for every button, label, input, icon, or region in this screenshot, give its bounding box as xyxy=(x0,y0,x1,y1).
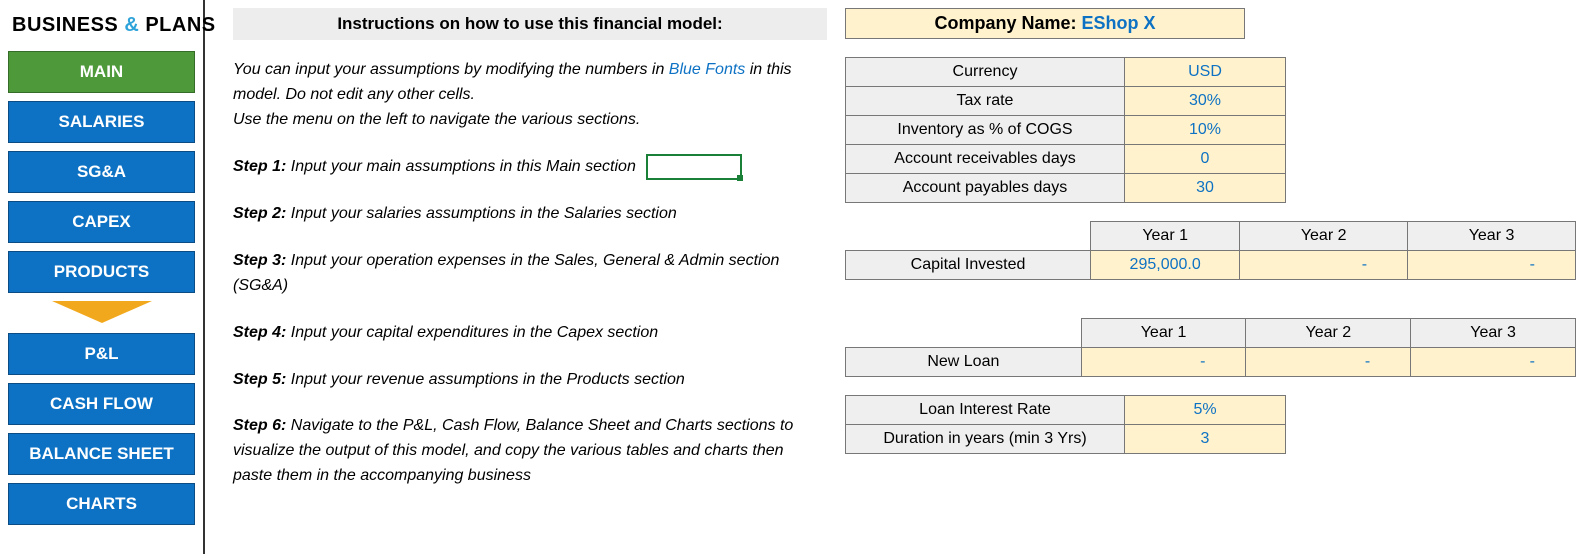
table-row: Duration in years (min 3 Yrs) 3 xyxy=(846,425,1286,454)
company-name-value: EShop X xyxy=(1082,13,1156,33)
loan-y2[interactable]: - xyxy=(1246,348,1411,377)
table-row: Year 1 Year 2 Year 3 xyxy=(846,222,1576,251)
logo-part1: BUSINESS xyxy=(12,14,118,36)
table-row: Inventory as % of COGS 10% xyxy=(846,116,1286,145)
capital-label: Capital Invested xyxy=(846,251,1091,280)
taxrate-value[interactable]: 30% xyxy=(1125,87,1286,116)
intro-line3: Use the menu on the left to navigate the… xyxy=(233,111,640,128)
currency-value[interactable]: USD xyxy=(1125,58,1286,87)
nav-capex-label: CAPEX xyxy=(72,212,131,232)
settings-table: Currency USD Tax rate 30% Inventory as %… xyxy=(845,57,1286,203)
logo: BUSINESS & PLANS xyxy=(12,14,191,37)
step-1: Step 1: Input your main assumptions in t… xyxy=(233,154,827,180)
capital-y3[interactable]: - xyxy=(1408,251,1576,280)
inventory-value[interactable]: 10% xyxy=(1125,116,1286,145)
step3-text: Input your operation expenses in the Sal… xyxy=(233,252,779,294)
step2-text: Input your salaries assumptions in the S… xyxy=(286,205,676,222)
loan-table: Year 1 Year 2 Year 3 New Loan - - - xyxy=(845,318,1576,377)
loan-duration-label: Duration in years (min 3 Yrs) xyxy=(846,425,1125,454)
nav-products[interactable]: PRODUCTS xyxy=(8,251,195,293)
year2-header: Year 2 xyxy=(1246,319,1411,348)
currency-label: Currency xyxy=(846,58,1125,87)
capital-y2[interactable]: - xyxy=(1240,251,1408,280)
nav-sga-label: SG&A xyxy=(77,162,126,182)
nav-cashflow-label: CASH FLOW xyxy=(50,394,153,414)
step-4: Step 4: Input your capital expenditures … xyxy=(233,321,827,346)
instructions-intro: You can input your assumptions by modify… xyxy=(233,58,827,132)
nav-balance[interactable]: BALANCE SHEET xyxy=(8,433,195,475)
step5-text: Input your revenue assumptions in the Pr… xyxy=(286,371,684,388)
apdays-label: Account payables days xyxy=(846,174,1125,203)
data-panel: Company Name: EShop X Currency USD Tax r… xyxy=(845,0,1596,554)
table-row: Year 1 Year 2 Year 3 xyxy=(846,319,1576,348)
step2-label: Step 2: xyxy=(233,205,286,222)
step-6: Step 6: Navigate to the P&L, Cash Flow, … xyxy=(233,414,827,488)
step4-text: Input your capital expenditures in the C… xyxy=(286,324,658,341)
loan-duration-value[interactable]: 3 xyxy=(1125,425,1286,454)
ardays-label: Account receivables days xyxy=(846,145,1125,174)
table-row: Account receivables days 0 xyxy=(846,145,1286,174)
year2-header: Year 2 xyxy=(1240,222,1408,251)
loan-y3[interactable]: - xyxy=(1411,348,1576,377)
nav-pl[interactable]: P&L xyxy=(8,333,195,375)
nav-salaries-label: SALARIES xyxy=(59,112,145,132)
apdays-value[interactable]: 30 xyxy=(1125,174,1286,203)
loan-label: New Loan xyxy=(846,348,1082,377)
arrow-down-icon xyxy=(52,301,152,323)
nav-arrow xyxy=(8,301,195,323)
loan-rate-label: Loan Interest Rate xyxy=(846,396,1125,425)
table-row: Tax rate 30% xyxy=(846,87,1286,116)
step6-label: Step 6: xyxy=(233,417,286,434)
financial-model-main: BUSINESS & PLANS MAIN SALARIES SG&A CAPE… xyxy=(0,0,1596,554)
company-name-cell[interactable]: Company Name: EShop X xyxy=(845,8,1245,39)
step6-text: Navigate to the P&L, Cash Flow, Balance … xyxy=(233,417,793,484)
loan-rate-value[interactable]: 5% xyxy=(1125,396,1286,425)
logo-amp: & xyxy=(124,14,139,36)
nav-products-label: PRODUCTS xyxy=(54,262,149,282)
step3-label: Step 3: xyxy=(233,252,286,269)
year3-header: Year 3 xyxy=(1411,319,1576,348)
loan-y1[interactable]: - xyxy=(1081,348,1246,377)
capital-y1[interactable]: 295,000.0 xyxy=(1091,251,1240,280)
table-row: Loan Interest Rate 5% xyxy=(846,396,1286,425)
nav-sga[interactable]: SG&A xyxy=(8,151,195,193)
year1-header: Year 1 xyxy=(1081,319,1246,348)
nav-balance-label: BALANCE SHEET xyxy=(29,444,174,464)
nav-capex[interactable]: CAPEX xyxy=(8,201,195,243)
nav-main-label: MAIN xyxy=(80,62,123,82)
company-name-label: Company Name: xyxy=(934,13,1081,33)
nav-pl-label: P&L xyxy=(85,344,119,364)
step-5: Step 5: Input your revenue assumptions i… xyxy=(233,368,827,393)
nav-cashflow[interactable]: CASH FLOW xyxy=(8,383,195,425)
taxrate-label: Tax rate xyxy=(846,87,1125,116)
active-cell-cursor[interactable] xyxy=(646,154,742,180)
nav-charts[interactable]: CHARTS xyxy=(8,483,195,525)
sidebar: BUSINESS & PLANS MAIN SALARIES SG&A CAPE… xyxy=(0,0,205,554)
instructions-title: Instructions on how to use this financia… xyxy=(233,8,827,40)
step1-text: Input your main assumptions in this Main… xyxy=(286,159,636,176)
instructions-panel: Instructions on how to use this financia… xyxy=(205,0,845,554)
inventory-label: Inventory as % of COGS xyxy=(846,116,1125,145)
table-row: Currency USD xyxy=(846,58,1286,87)
intro-blue: Blue Fonts xyxy=(669,61,745,78)
nav-charts-label: CHARTS xyxy=(66,494,137,514)
step-3: Step 3: Input your operation expenses in… xyxy=(233,249,827,299)
intro-part1: You can input your assumptions by modify… xyxy=(233,61,669,78)
loan-terms-table: Loan Interest Rate 5% Duration in years … xyxy=(845,395,1286,454)
table-row: Capital Invested 295,000.0 - - xyxy=(846,251,1576,280)
year3-header: Year 3 xyxy=(1408,222,1576,251)
table-row: Account payables days 30 xyxy=(846,174,1286,203)
table-row: New Loan - - - xyxy=(846,348,1576,377)
year1-header: Year 1 xyxy=(1091,222,1240,251)
step1-label: Step 1: xyxy=(233,159,286,176)
step-2: Step 2: Input your salaries assumptions … xyxy=(233,202,827,227)
nav-main[interactable]: MAIN xyxy=(8,51,195,93)
step5-label: Step 5: xyxy=(233,371,286,388)
step4-label: Step 4: xyxy=(233,324,286,341)
nav-salaries[interactable]: SALARIES xyxy=(8,101,195,143)
capital-table: Year 1 Year 2 Year 3 Capital Invested 29… xyxy=(845,221,1576,280)
ardays-value[interactable]: 0 xyxy=(1125,145,1286,174)
